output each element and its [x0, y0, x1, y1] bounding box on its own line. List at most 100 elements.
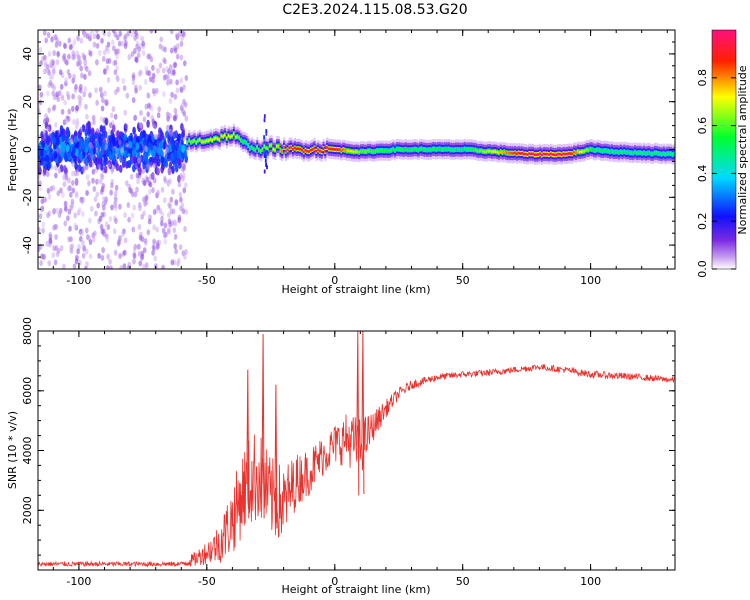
spectrogram-cell [139, 133, 143, 142]
spectrogram-cell [47, 50, 52, 57]
spectrogram-cell [128, 140, 133, 149]
spectrogram-cell [160, 186, 165, 193]
spectrogram-cell [524, 152, 527, 156]
spectrogram-cell [180, 202, 185, 209]
spectrogram-cell [179, 87, 184, 94]
spectrogram-cell [174, 200, 179, 206]
spectrogram-cell [151, 72, 156, 79]
spectrogram-cell [45, 171, 50, 178]
spectrogram-cell [91, 177, 95, 184]
spectrogram-cell [68, 44, 73, 51]
x-tick-label: -50 [198, 575, 216, 588]
spectrogram-cell [48, 151, 53, 160]
spectrogram-cell [71, 170, 75, 177]
spectrogram-cell [71, 77, 75, 84]
spectrogram-cell [177, 214, 182, 221]
spectrogram-cell [75, 254, 79, 261]
spectrogram-cell [175, 142, 179, 151]
spectrogram-cell [190, 141, 193, 144]
spectrogram-cell [160, 211, 165, 218]
snr-series-line [38, 363, 675, 568]
spectrogram-cell [111, 136, 116, 145]
spectrogram-cell [132, 246, 137, 253]
spectrogram-cell [74, 192, 79, 199]
spectrogram-cell [169, 131, 173, 138]
spectrogram-cell [512, 152, 515, 155]
spectrogram-cell [465, 148, 468, 151]
spectrogram-cell [195, 141, 198, 144]
spectrogram-cell [83, 73, 87, 80]
spectrogram-cell [181, 175, 185, 182]
spectrogram-cell [79, 83, 83, 90]
spectrogram-cell [55, 59, 60, 66]
spectrogram-cell [523, 152, 526, 156]
spectrogram-cell [113, 59, 118, 66]
spectrogram-cell [145, 176, 150, 183]
spectrogram-cell [639, 151, 642, 154]
spectrogram-cell [222, 135, 225, 138]
spectrogram-cell [105, 236, 110, 243]
spectrogram-cell [38, 84, 42, 91]
spectrogram-cell [167, 228, 171, 235]
spectrogram-cell [57, 167, 62, 174]
spectrogram-cell [349, 149, 352, 153]
spectrogram-cell [646, 151, 649, 155]
spectrogram-cell [111, 39, 115, 46]
spectrogram-cell [151, 64, 155, 71]
spectrogram-cell [130, 51, 135, 57]
spectrogram-cell [71, 161, 76, 168]
spectrogram-cell [438, 147, 442, 151]
spectrogram-cell [54, 172, 58, 179]
spectrogram-cell [111, 124, 116, 133]
x-tick-label: 50 [456, 274, 470, 287]
colorbar-tick-label: 0.4 [696, 165, 709, 183]
spectrogram-cell [102, 125, 106, 134]
spectrogram-cell [630, 151, 633, 155]
spectrogram-cell [167, 68, 171, 75]
spectrogram-cell [135, 57, 139, 64]
spectrogram-cell [85, 66, 89, 72]
spectrogram-cell [643, 151, 646, 154]
spectrogram-cell [263, 144, 266, 148]
spectrogram-cell [51, 105, 56, 112]
spectrogram-cell [38, 213, 43, 220]
spectrogram-cell [114, 218, 118, 224]
snr-panel: -100 -50 0 50 100 2000 4000 6000 8000 Height of… [6, 317, 676, 596]
spectrogram-cell [57, 147, 62, 154]
spectrogram-cell [132, 253, 137, 260]
spectrogram-cell [526, 153, 529, 156]
spectrogram-cell [415, 148, 418, 151]
spectrogram-cell [123, 109, 127, 116]
spectrogram-cell [110, 204, 114, 211]
spectrogram-cell [231, 135, 234, 138]
spectrogram-cell [81, 166, 86, 173]
spectrogram-cell [89, 148, 93, 157]
spectrogram-cell [110, 168, 114, 175]
spectrogram-cell [89, 143, 93, 150]
spectrogram-cell [172, 131, 177, 140]
spectrogram-cell [566, 152, 569, 156]
spectrogram-cell [149, 161, 153, 168]
spectrogram-cell [558, 152, 562, 156]
spectrogram-cell [167, 218, 172, 225]
spectrogram-cell [62, 174, 66, 181]
spectrogram-cell [288, 146, 291, 150]
y-tick-label: 0 [21, 146, 34, 153]
spectrogram-cell [383, 149, 386, 153]
spectrogram-cell [46, 126, 50, 133]
spectrogram-cell [151, 249, 155, 256]
spectrogram-cell [157, 106, 161, 113]
spectrogram-cell [388, 149, 391, 153]
spectrogram-cell [151, 187, 155, 194]
spectrogram-cell [501, 151, 504, 154]
spectrogram-cell [324, 150, 327, 153]
spectrogram-cell [102, 204, 106, 211]
spectrogram-cell [124, 40, 128, 47]
spectrogram-cell [174, 157, 178, 166]
spectrogram-cell [161, 67, 166, 74]
spectrogram-cell [38, 185, 42, 192]
spectrogram-cell [147, 218, 152, 225]
spectrogram-cell [131, 226, 136, 233]
spectrogram-cell [632, 151, 635, 155]
spectrogram-cell [135, 186, 139, 193]
